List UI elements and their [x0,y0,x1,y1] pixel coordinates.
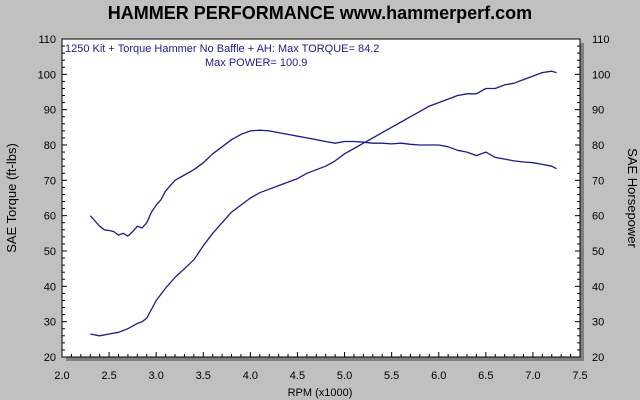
x-tick-label: 4.5 [290,370,305,382]
x-tick-label: 5.0 [337,370,352,382]
x-tick-label: 6.0 [431,370,446,382]
chart-title: HAMMER PERFORMANCE www.hammerperf.com [108,3,532,23]
x-tick-label: 3.0 [149,370,164,382]
left-tick-label: 60 [44,211,56,223]
right-axis-ticks: 20 30 40 50 60 70 80 90 100 110 [575,34,610,364]
x-tick-label: 5.5 [384,370,399,382]
x-tick-label: 7.0 [525,370,540,382]
left-tick-label: 50 [44,246,56,258]
x-tick-label: 2.0 [54,370,69,382]
x-tick-label: 7.5 [572,370,587,382]
left-tick-label: 110 [38,34,56,46]
left-tick-label: 80 [44,140,56,152]
left-tick-label: 20 [44,352,56,364]
right-tick-label: 40 [592,281,604,293]
series-layer [89,70,557,337]
y-axis-label: SAE Torque (ft-lbs) [4,143,19,253]
plot-area [61,38,581,358]
y2-axis-label: SAE Horsepower [625,148,640,248]
left-tick-label: 70 [44,175,56,187]
right-tick-label: 50 [592,246,604,258]
left-tick-label: 30 [44,317,56,329]
right-tick-label: 80 [592,140,604,152]
left-tick-label: 90 [44,105,56,117]
right-tick-label: 60 [592,211,604,223]
left-tick-label: 100 [38,69,56,81]
right-tick-label: 100 [592,69,610,81]
x-tick-label: 3.5 [196,370,211,382]
annotation-line-1: 1250 Kit + Torque Hammer No Baffle + AH:… [65,43,379,55]
right-tick-label: 90 [592,105,604,117]
torque-series-line [89,129,557,237]
right-tick-label: 30 [592,317,604,329]
left-axis-ticks: 20 30 40 50 60 70 80 90 100 110 [38,34,67,364]
right-tick-label: 110 [592,34,610,46]
annotation-line-2: Max POWER= 100.9 [205,57,307,69]
right-tick-label: 20 [592,352,604,364]
x-axis-label: RPM (x1000) [288,387,353,399]
x-tick-label: 2.5 [101,370,116,382]
horsepower-series-line [90,70,557,337]
right-tick-label: 70 [592,175,604,187]
x-axis-ticks: 2.0 2.5 3.0 3.5 4.0 4.5 5.0 5.5 6.0 6.5 7.0 7.5 [54,352,588,382]
x-tick-label: 6.5 [478,370,493,382]
left-tick-label: 40 [44,281,56,293]
x-tick-label: 4.0 [243,370,258,382]
